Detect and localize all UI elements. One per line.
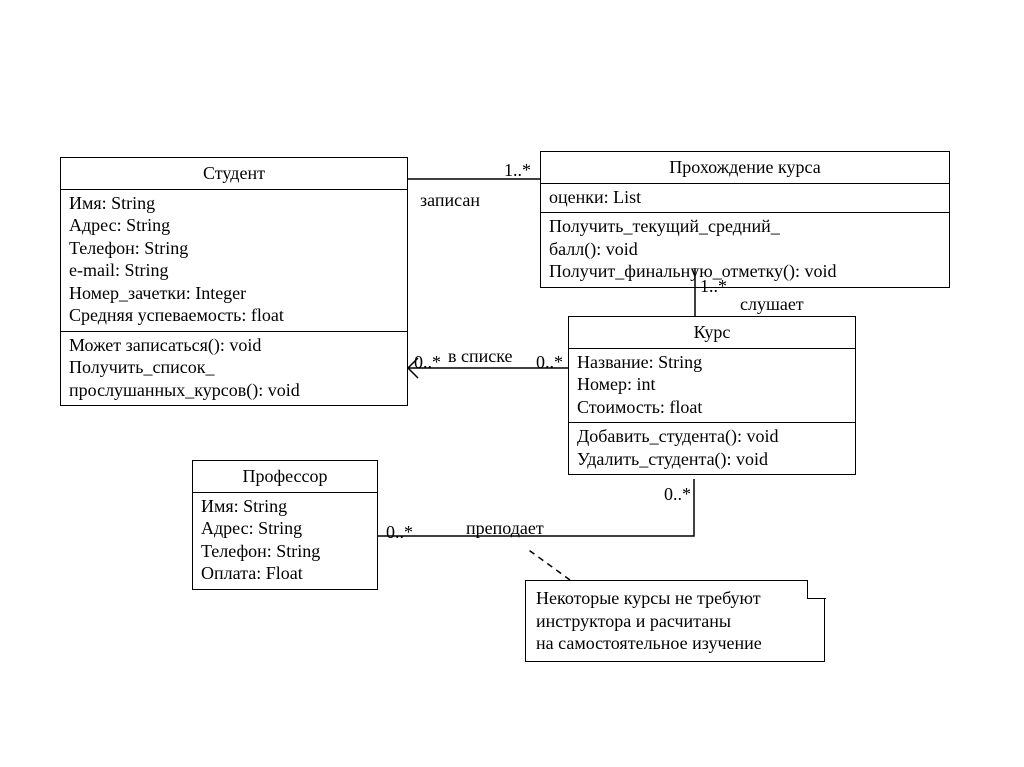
- op: Добавить_студента(): void: [577, 425, 847, 448]
- attr: Номер_зачетки: Integer: [69, 282, 399, 305]
- attr: Имя: String: [69, 192, 399, 215]
- assoc-label-inlist: в списке: [448, 346, 513, 367]
- class-course-operations: Добавить_студента(): void Удалить_студен…: [569, 422, 855, 474]
- note-fold-icon: [807, 580, 826, 599]
- mult-teaches-to: 0..*: [664, 484, 691, 505]
- class-course: Курс Название: String Номер: int Стоимос…: [568, 316, 856, 475]
- mult-inlist-from: 0..*: [536, 352, 563, 373]
- op: Получит_финальную_отметку(): void: [549, 260, 941, 283]
- class-professor-name: Профессор: [193, 461, 377, 492]
- mult-listens-to: 1..*: [700, 276, 727, 297]
- op: Удалить_студента(): void: [577, 448, 847, 471]
- class-professor-attributes: Имя: String Адрес: String Телефон: Strin…: [193, 492, 377, 589]
- attr: Имя: String: [201, 495, 369, 518]
- note-line: Некоторые курсы не требуют: [536, 587, 814, 610]
- class-course-name: Курс: [569, 317, 855, 348]
- class-student: Студент Имя: String Адрес: String Телефо…: [60, 157, 408, 406]
- op: Получить_список_: [69, 356, 399, 379]
- op: прослушанных_курсов(): void: [69, 379, 399, 402]
- class-enrollment-operations: Получить_текущий_средний_ балл(): void П…: [541, 212, 949, 287]
- assoc-label-teaches: преподает: [466, 518, 544, 539]
- class-enrollment-attributes: оценки: List: [541, 183, 949, 213]
- mult-enrolled-to: 1..*: [504, 160, 531, 181]
- note-course-info: Некоторые курсы не требуют инструктора и…: [525, 580, 825, 662]
- op: Получить_текущий_средний_: [549, 215, 941, 238]
- assoc-label-enrolled: записан: [420, 190, 480, 211]
- attr: Название: String: [577, 351, 847, 374]
- attr: Стоимость: float: [577, 396, 847, 419]
- attr: Телефон: String: [201, 540, 369, 563]
- note-line: на самостоятельное изучение: [536, 632, 814, 655]
- attr: Адрес: String: [69, 214, 399, 237]
- assoc-label-listens: слушает: [740, 294, 804, 315]
- attr: Средняя успеваемость: float: [69, 304, 399, 327]
- uml-diagram: Студент Имя: String Адрес: String Телефо…: [0, 0, 1024, 767]
- attr: оценки: List: [549, 186, 941, 209]
- attr: Номер: int: [577, 373, 847, 396]
- class-student-operations: Может записаться(): void Получить_список…: [61, 331, 407, 406]
- class-enrollment-name: Прохождение курса: [541, 152, 949, 183]
- attr: Телефон: String: [69, 237, 399, 260]
- class-course-attributes: Название: String Номер: int Стоимость: f…: [569, 348, 855, 423]
- mult-inlist-to: 0..*: [414, 352, 441, 373]
- class-professor: Профессор Имя: String Адрес: String Теле…: [192, 460, 378, 590]
- op: балл(): void: [549, 238, 941, 261]
- class-student-name: Студент: [61, 158, 407, 189]
- note-line: инструктора и расчитаны: [536, 610, 814, 633]
- attr: e-mail: String: [69, 259, 399, 282]
- attr: Адрес: String: [201, 517, 369, 540]
- mult-teaches-from: 0..*: [386, 522, 413, 543]
- class-enrollment: Прохождение курса оценки: List Получить_…: [540, 151, 950, 288]
- op: Может записаться(): void: [69, 334, 399, 357]
- class-student-attributes: Имя: String Адрес: String Телефон: Strin…: [61, 189, 407, 331]
- attr: Оплата: Float: [201, 562, 369, 585]
